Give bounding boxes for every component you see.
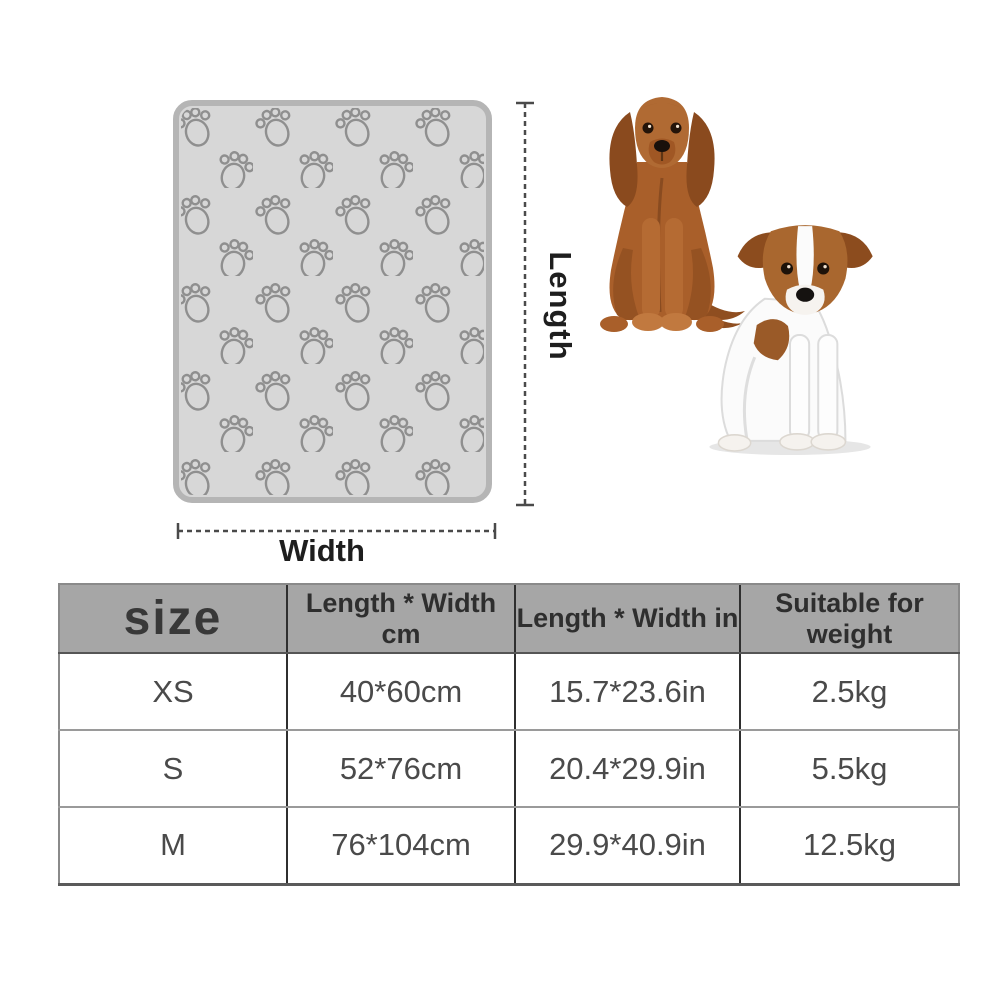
table-header-cm: Length * Width cm (286, 583, 515, 654)
dachshund-image (600, 97, 745, 332)
size-table: size Length * Width cm Length * Width in… (58, 583, 960, 886)
cm-cell: 40*60cm (286, 653, 515, 731)
measurement-figure: Length Width (173, 97, 873, 568)
jack-russell-image (709, 225, 873, 455)
cm-cell: 52*76cm (286, 730, 515, 808)
width-label: Width (279, 533, 365, 568)
paw-print-pattern (173, 100, 492, 503)
table-row-xs: XS 40*60cm 15.7*23.6in 2.5kg (58, 653, 960, 731)
size-cell: S (58, 730, 287, 808)
size-cell: XS (58, 653, 287, 731)
table-header-weight: Suitable for weight (739, 583, 960, 654)
weight-cell: 5.5kg (739, 730, 960, 808)
in-cell: 15.7*23.6in (514, 653, 740, 731)
table-row-m: M 76*104cm 29.9*40.9in 12.5kg (58, 807, 960, 886)
size-cell: M (58, 807, 287, 886)
table-header-size: size (58, 583, 287, 654)
table-header-row: size Length * Width cm Length * Width in… (58, 583, 960, 654)
weight-cell: 12.5kg (739, 807, 960, 886)
table-row-s: S 52*76cm 20.4*29.9in 5.5kg (58, 730, 960, 808)
in-cell: 29.9*40.9in (514, 807, 740, 886)
paw-print-blanket-image (173, 100, 492, 503)
table-header-in: Length * Width in (514, 583, 740, 654)
length-dimension-line (516, 101, 534, 507)
length-label: Length (543, 251, 578, 361)
in-cell: 20.4*29.9in (514, 730, 740, 808)
cm-cell: 76*104cm (286, 807, 515, 886)
weight-cell: 2.5kg (739, 653, 960, 731)
